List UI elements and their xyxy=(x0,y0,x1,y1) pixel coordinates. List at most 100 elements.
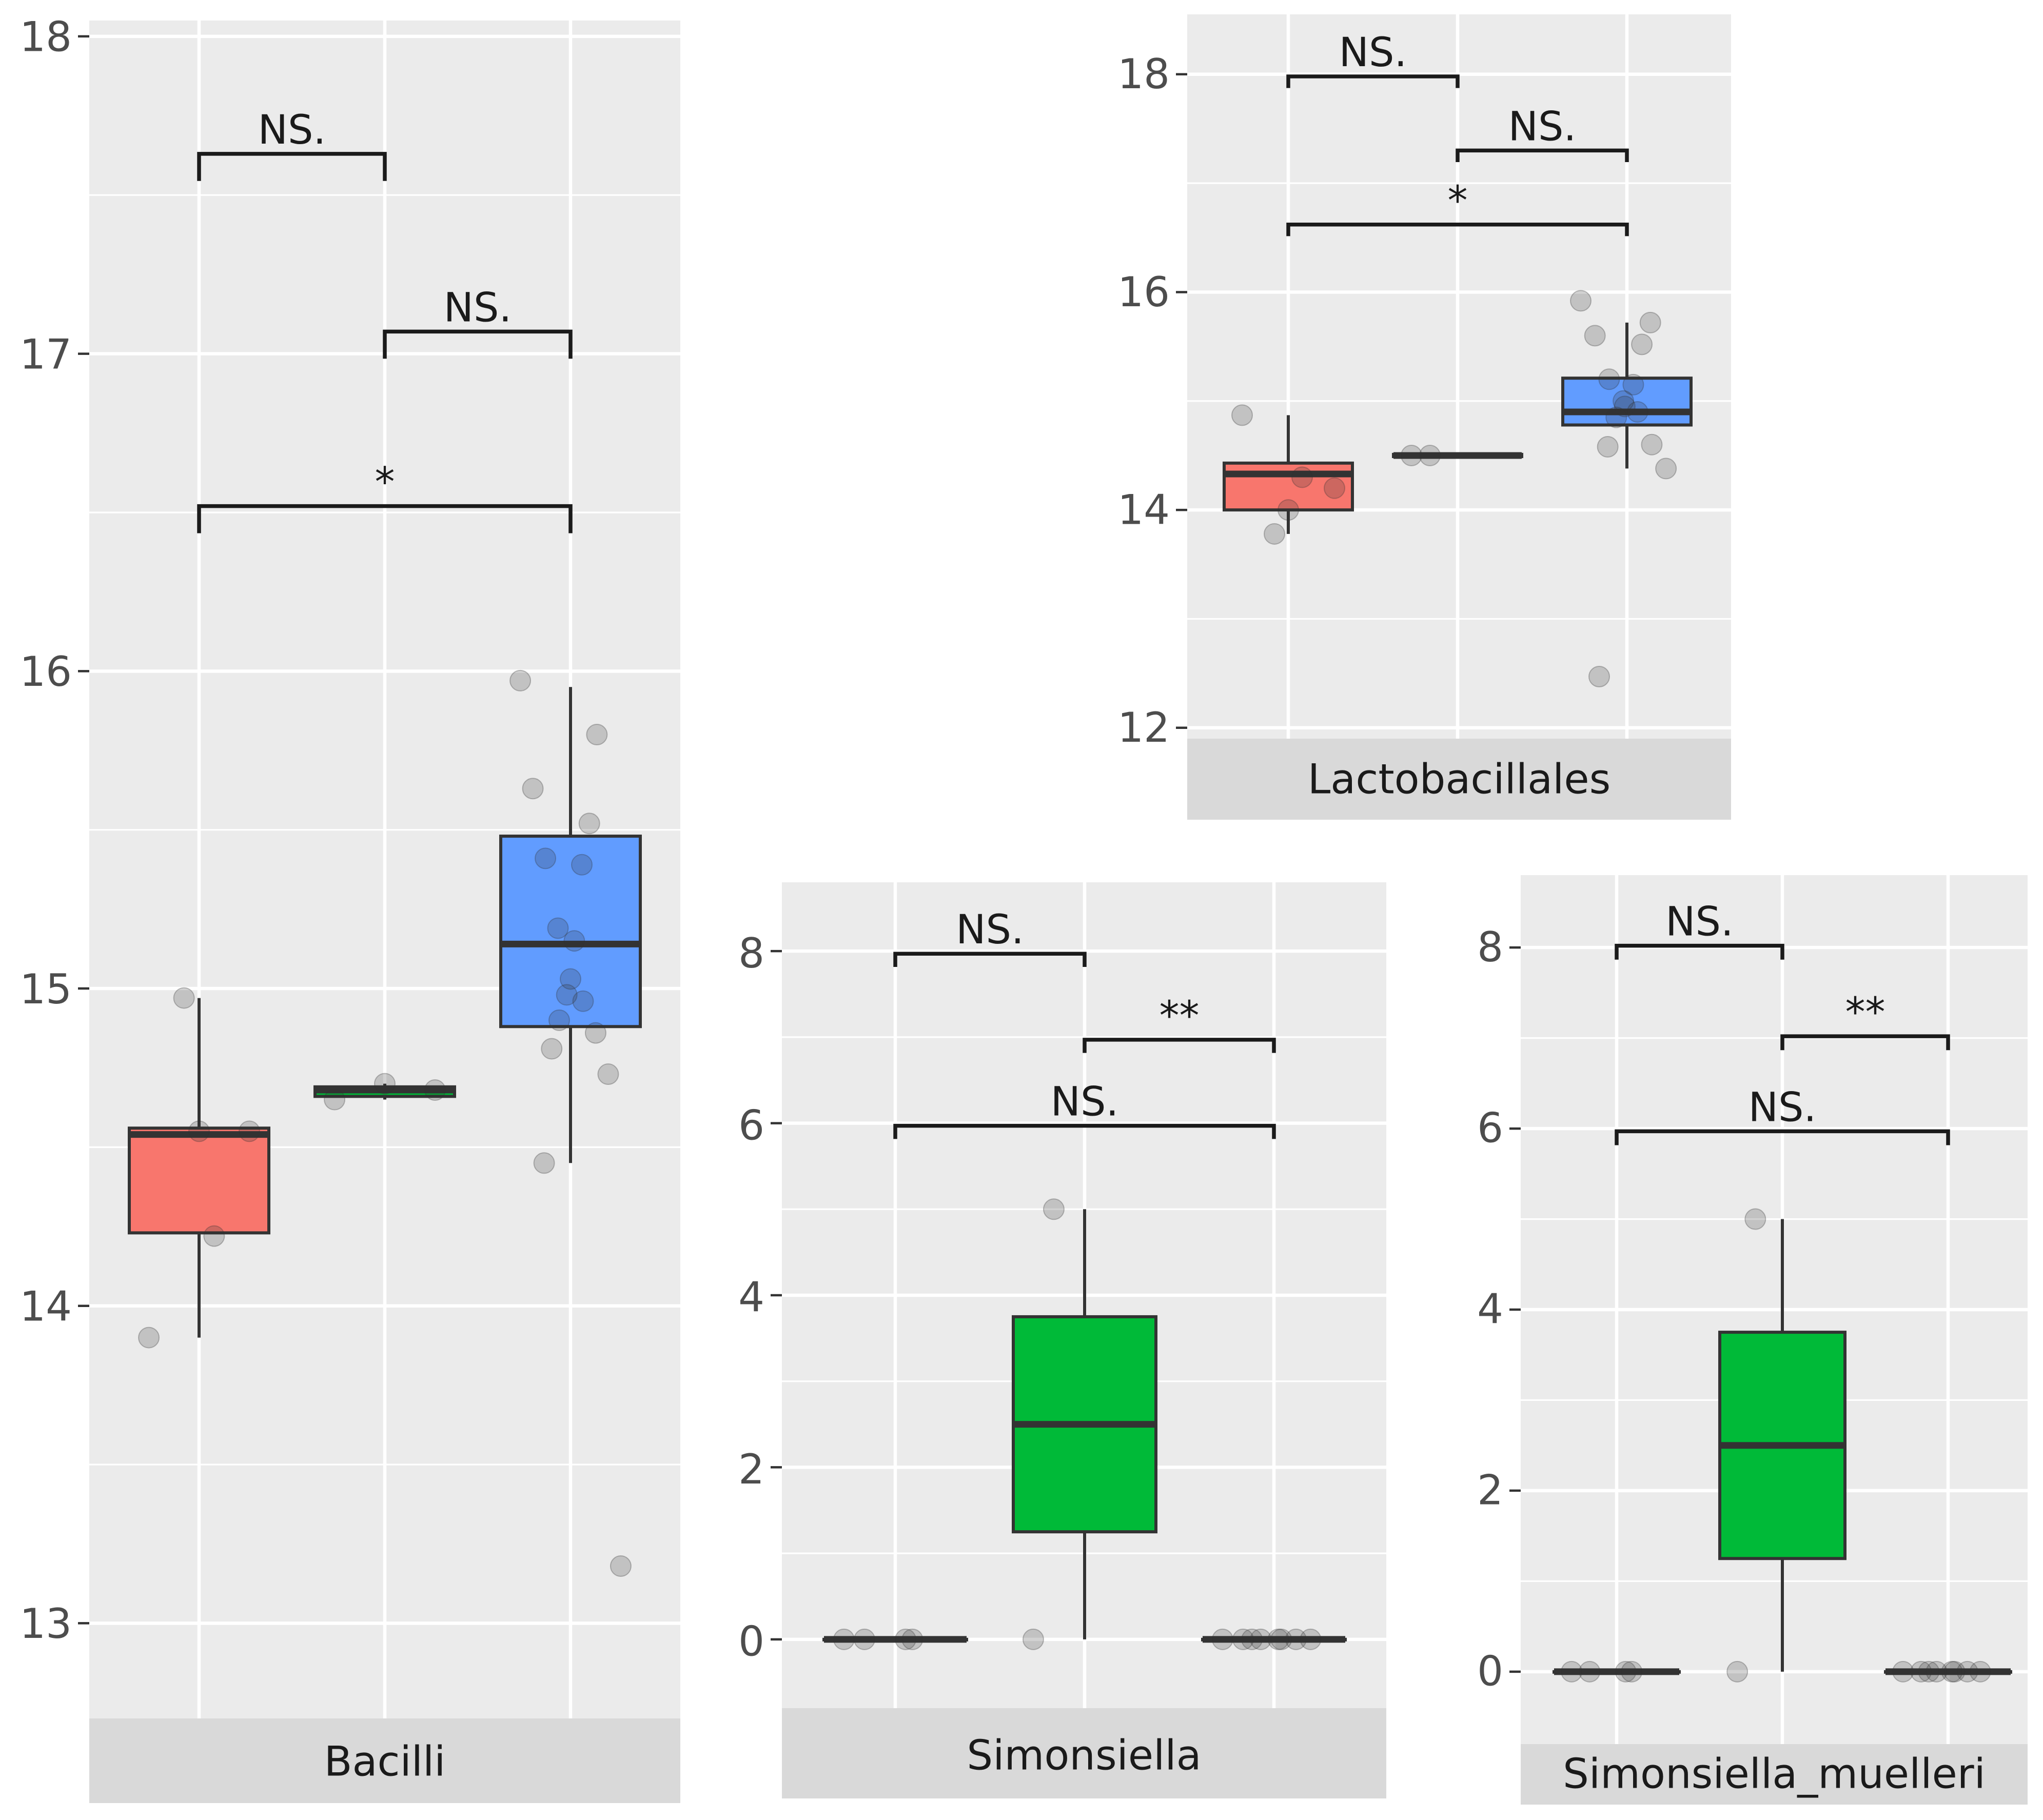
data-point xyxy=(853,1628,875,1650)
y-tick-label: 4 xyxy=(738,1274,764,1321)
data-point xyxy=(173,987,195,1009)
significance-label: NS. xyxy=(444,285,512,331)
panel-lactobacillales: 12 14 16 18 Lactobacillales NS. NS. * xyxy=(1117,14,1731,820)
y-tick-label: 2 xyxy=(1477,1467,1503,1514)
y-tick-label: 13 xyxy=(19,1600,72,1648)
significance-label: NS. xyxy=(1665,899,1734,945)
data-point xyxy=(1622,373,1644,395)
data-point xyxy=(1614,395,1636,418)
data-point xyxy=(1570,290,1592,312)
y-tick-label: 14 xyxy=(1117,486,1170,533)
significance-label: * xyxy=(1448,178,1468,224)
data-point xyxy=(535,847,557,869)
data-point xyxy=(1270,1628,1292,1650)
y-tick-label: 16 xyxy=(1117,268,1170,316)
data-point xyxy=(833,1628,855,1650)
significance-bracket xyxy=(1615,943,1784,960)
significance-label: NS. xyxy=(1051,1079,1119,1125)
data-point xyxy=(533,1152,555,1174)
y-tick-label: 16 xyxy=(19,648,72,696)
significance-bracket xyxy=(197,504,573,533)
data-point xyxy=(1655,458,1677,480)
significance-bracket xyxy=(1286,74,1460,88)
y-tick-label: 6 xyxy=(1477,1104,1503,1152)
y-tick-label: 6 xyxy=(738,1101,764,1149)
data-point xyxy=(509,669,532,691)
data-point xyxy=(1910,1660,1932,1683)
data-point xyxy=(1241,1628,1263,1650)
data-point xyxy=(1641,433,1663,456)
data-point xyxy=(1043,1198,1065,1220)
significance-label: NS. xyxy=(1749,1084,1817,1131)
panel-bacilli: 13 14 15 16 17 18 Bacilli NS. NS. * xyxy=(19,13,680,1803)
significance-bracket xyxy=(893,952,1087,967)
data-point xyxy=(1918,1660,1940,1683)
significance-bracket xyxy=(383,329,573,359)
data-point xyxy=(1969,1660,1991,1683)
y-tick-label: 0 xyxy=(1477,1647,1503,1695)
box-rect xyxy=(499,835,642,1028)
y-tick-label: 12 xyxy=(1117,704,1170,751)
data-point xyxy=(1598,368,1620,390)
significance-label: * xyxy=(375,460,395,506)
data-point xyxy=(1579,1660,1601,1683)
panel-simonsiella-muelleri: 0 2 4 6 8 Simonsiella_muelleri NS. ** NS. xyxy=(1477,875,2028,1805)
data-point xyxy=(1211,1628,1233,1650)
y-tick-label: 18 xyxy=(19,13,72,61)
significance-bracket xyxy=(1286,223,1629,236)
y-tick-label: 8 xyxy=(1477,923,1503,971)
data-point xyxy=(1588,665,1610,687)
data-point xyxy=(1631,333,1653,355)
data-point xyxy=(1943,1660,1966,1683)
data-point xyxy=(1264,523,1285,545)
data-point xyxy=(1561,1660,1583,1683)
significance-bracket xyxy=(1780,1034,1950,1051)
significance-label: NS. xyxy=(258,107,326,153)
data-point xyxy=(1285,1628,1307,1650)
facet-strip xyxy=(1521,1744,2028,1805)
data-point xyxy=(901,1628,924,1650)
facet-label: Lactobacillales xyxy=(1308,755,1611,803)
data-point xyxy=(547,917,569,939)
data-point xyxy=(1744,1208,1766,1230)
data-point xyxy=(1956,1660,1978,1683)
data-point xyxy=(563,930,585,952)
significance-bracket xyxy=(1083,1038,1276,1053)
data-point xyxy=(1892,1660,1914,1683)
data-point xyxy=(1613,390,1635,412)
facet-label: Simonsiella xyxy=(967,1732,1201,1779)
data-point xyxy=(203,1225,225,1247)
data-point xyxy=(548,1009,570,1031)
data-point xyxy=(1231,404,1253,426)
y-tick-label: 18 xyxy=(1117,50,1170,98)
data-point xyxy=(1401,444,1422,466)
data-point xyxy=(238,1120,260,1142)
data-point xyxy=(572,990,594,1012)
data-point xyxy=(1232,1628,1254,1650)
data-point xyxy=(1639,311,1661,333)
significance-bracket xyxy=(197,152,387,181)
data-point xyxy=(1926,1660,1948,1683)
y-tick-label: 15 xyxy=(19,965,72,1013)
y-tick-label: 17 xyxy=(19,330,72,378)
data-point xyxy=(1605,406,1627,428)
significance-bracket xyxy=(1456,148,1629,163)
data-point xyxy=(556,984,578,1006)
data-point xyxy=(1419,444,1441,466)
data-point xyxy=(597,1063,619,1085)
box-rect xyxy=(128,1126,270,1235)
data-point xyxy=(1278,499,1299,521)
data-point xyxy=(138,1327,160,1349)
data-point xyxy=(560,968,581,990)
data-point xyxy=(1291,466,1313,488)
data-point xyxy=(584,1022,606,1044)
data-point xyxy=(578,813,600,835)
box-rect xyxy=(1561,377,1693,427)
facet-strip xyxy=(1187,739,1731,820)
facet-label: Simonsiella_muelleri xyxy=(1563,1750,1986,1798)
data-point xyxy=(1726,1660,1749,1683)
data-point xyxy=(1626,401,1648,423)
data-point xyxy=(188,1120,210,1142)
data-point xyxy=(324,1089,346,1111)
